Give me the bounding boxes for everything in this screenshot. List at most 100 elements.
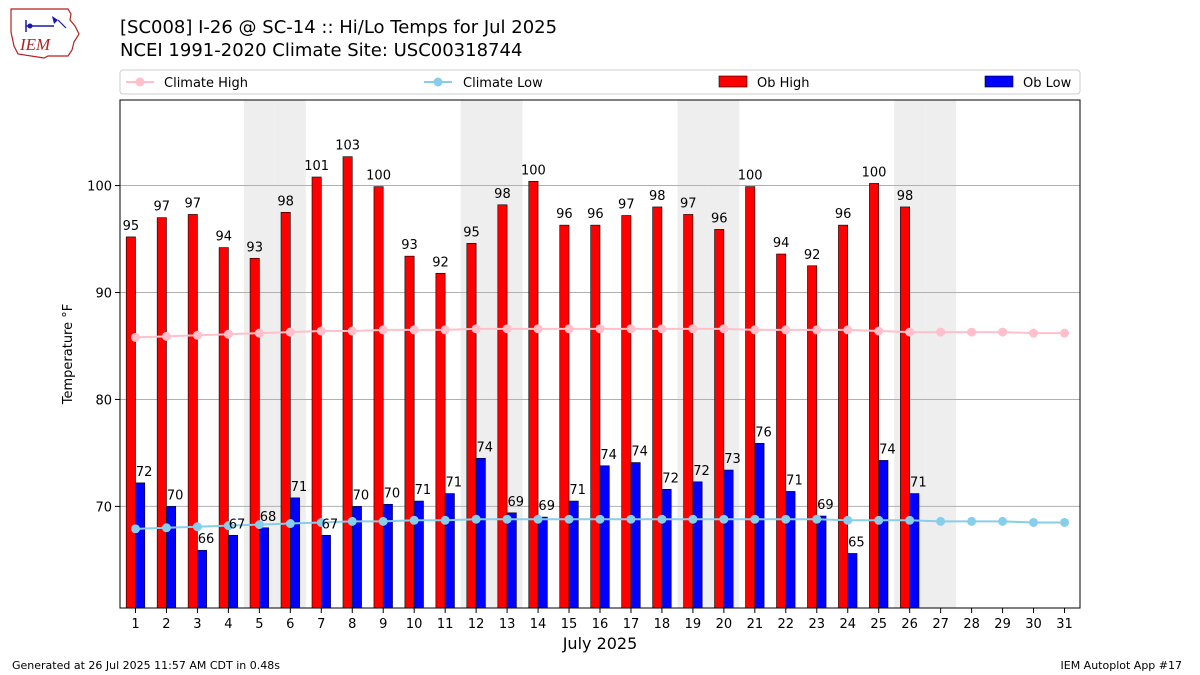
x-tick-label-22: 22 [778,617,795,632]
climate-low-point-day-28 [967,516,977,526]
ob-low-label-day-9: 70 [384,486,401,501]
x-axis-label: July 2025 [562,634,638,653]
x-tick-label-12: 12 [468,617,485,632]
climate-high-point-day-12 [471,324,481,334]
climate-high-point-day-14 [533,324,543,334]
ob-low-label-day-8: 70 [353,488,370,503]
climate-low-point-day-30 [1029,517,1039,527]
climate-low-point-day-11 [440,515,450,525]
ob-high-bar-day-12 [466,243,477,609]
ob-low-bar-day-17 [630,462,641,609]
climate-low-point-day-5 [254,520,264,530]
climate-low-point-day-6 [285,519,295,529]
x-tick-label-17: 17 [623,617,640,632]
iem-logo-text: IEM [19,35,51,54]
ob-high-bar-day-19 [683,214,694,609]
ob-low-label-day-6: 71 [291,480,308,495]
ob-high-label-day-17: 97 [618,198,635,213]
ob-high-bar-day-10 [404,255,415,609]
ob-high-bar-day-13 [497,204,508,609]
ob-high-label-day-6: 98 [277,194,294,209]
ob-high-bar-day-2 [156,217,167,609]
ob-high-label-day-4: 94 [215,230,232,245]
ob-low-bar-day-24 [847,553,858,609]
ob-low-bar-day-2 [166,506,177,609]
x-tick-label-8: 8 [348,617,356,632]
ob-low-label-day-11: 71 [446,476,463,491]
ob-high-bar-day-16 [590,224,601,609]
ob-low-bar-day-18 [661,488,672,609]
climate-high-point-day-17 [626,324,636,334]
ob-high-bar-day-17 [621,215,632,609]
ob-high-bar-day-26 [900,206,910,609]
autoplot-app-label: IEM Autoplot App #17 [1060,659,1183,672]
climate-low-point-day-9 [378,516,388,526]
x-tick-label-25: 25 [870,617,887,632]
climate-low-point-day-3 [192,522,202,532]
climate-high-point-day-11 [440,325,450,335]
x-tick-label-16: 16 [592,617,609,632]
ob-low-label-day-18: 72 [662,471,679,486]
ob-low-label-day-22: 71 [786,473,803,488]
ob-high-label-day-18: 98 [649,189,666,204]
ob-high-label-day-7: 101 [304,159,329,174]
climate-high-point-day-7 [316,326,326,336]
weekend-shade-day-27 [925,100,957,608]
legend-climate-high-swatch-marker [135,77,145,87]
ob-high-label-day-25: 100 [862,165,887,180]
climate-high-point-day-15 [564,324,574,334]
climate-low-point-day-21 [750,514,760,524]
ob-low-label-day-25: 74 [879,442,896,457]
ob-high-bar-day-3 [187,214,198,609]
y-tick-label-90: 90 [95,287,112,302]
ob-high-bar-day-21 [745,186,756,609]
ob-low-bar-day-3 [197,549,208,609]
climate-low-point-day-4 [223,521,233,531]
x-tick-label-26: 26 [901,617,918,632]
x-tick-label-2: 2 [162,617,170,632]
climate-low-point-day-8 [347,516,357,526]
ob-low-bar-day-26 [909,493,920,609]
ob-low-label-day-24: 65 [848,535,865,550]
climate-low-point-day-2 [161,523,171,533]
ob-low-bar-day-13 [506,512,517,609]
ob-high-label-day-19: 97 [680,196,697,211]
x-tick-label-7: 7 [317,617,325,632]
ob-high-bar-day-15 [559,224,570,609]
climate-high-point-day-27 [936,327,946,337]
ob-high-label-day-5: 93 [246,240,263,255]
climate-high-point-day-5 [254,328,264,338]
ob-low-bar-day-12 [475,457,486,609]
ob-low-label-day-4: 67 [229,517,246,532]
x-tick-label-4: 4 [224,617,232,632]
y-tick-label-70: 70 [95,500,112,515]
ob-low-bar-day-1 [135,482,146,609]
ob-low-label-day-16: 74 [600,448,617,463]
ob-low-label-day-23: 69 [817,498,834,513]
ob-high-label-day-16: 96 [587,207,604,222]
climate-high-point-day-29 [998,327,1008,337]
x-tick-label-14: 14 [530,617,547,632]
legend-box [119,69,1081,95]
legend-ob-high-label: Ob High [757,76,810,91]
ob-high-bar-day-5 [249,257,260,609]
y-axis-label: Temperature °F [61,304,76,405]
ob-low-bar-day-16 [599,465,610,609]
climate-low-point-day-24 [843,515,853,525]
x-tick-label-6: 6 [286,617,294,632]
climate-low-point-day-17 [626,514,636,524]
x-tick-label-11: 11 [437,617,454,632]
ob-high-bar-day-24 [838,224,849,609]
ob-low-label-day-15: 71 [569,483,586,498]
x-tick-label-24: 24 [839,617,856,632]
climate-high-point-day-31 [1060,328,1070,338]
ob-low-label-day-26: 71 [910,476,927,491]
climate-high-point-day-9 [378,325,388,335]
x-tick-label-13: 13 [499,617,516,632]
ob-high-label-day-8: 103 [335,139,360,154]
x-tick-label-28: 28 [963,617,980,632]
x-tick-label-30: 30 [1025,617,1042,632]
legend-ob-low-swatch [984,75,1014,88]
ob-high-bar-day-14 [528,180,539,609]
ob-low-label-day-2: 70 [167,488,184,503]
